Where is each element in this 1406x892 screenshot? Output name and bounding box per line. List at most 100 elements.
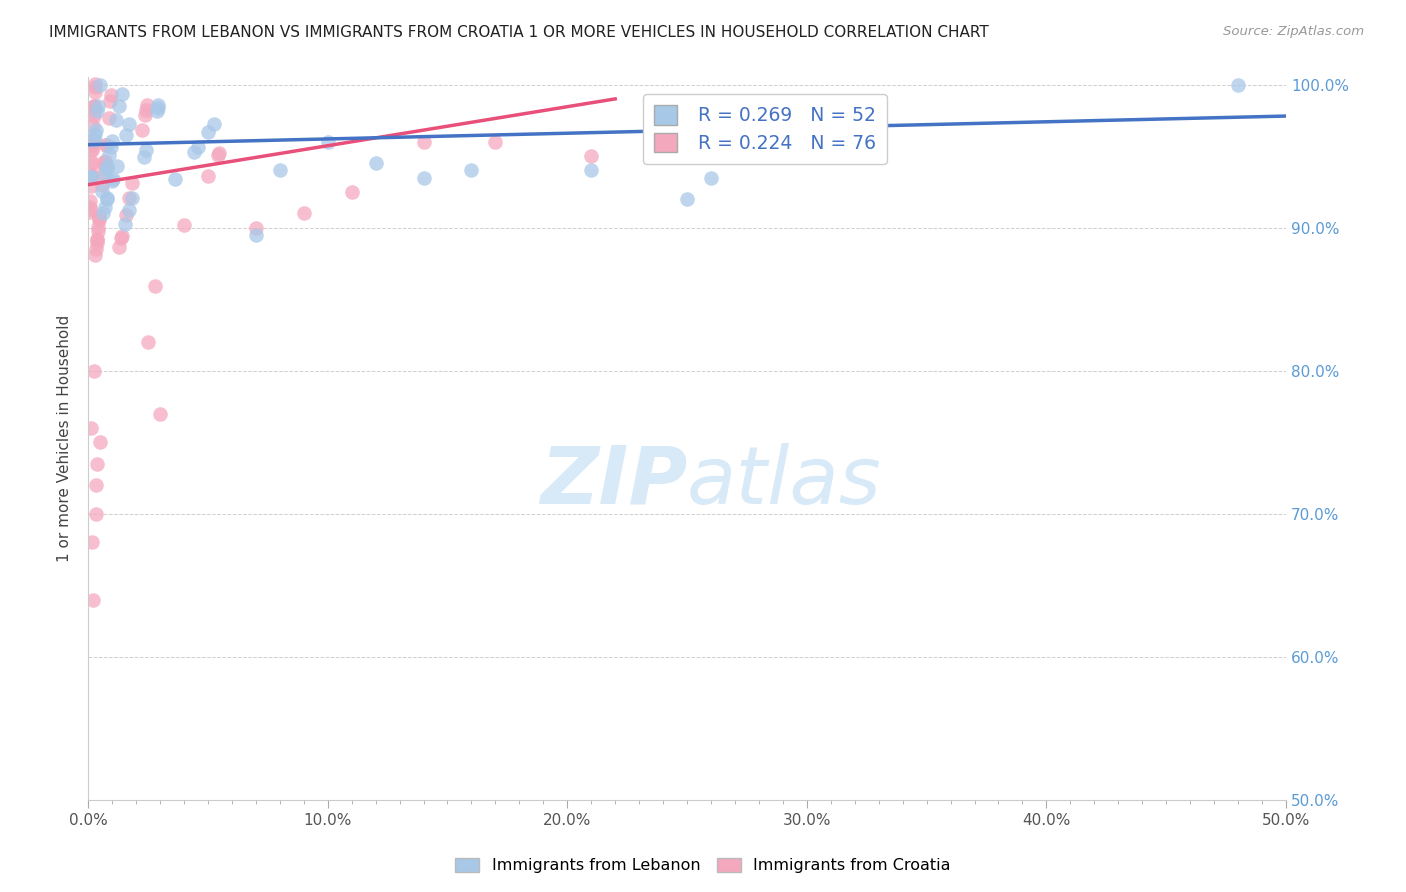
Point xyxy=(80,157,103,171)
Point xyxy=(96,191,118,205)
Point xyxy=(89,78,111,93)
Point xyxy=(83,133,105,147)
Point xyxy=(83,100,105,114)
Point xyxy=(135,97,157,112)
Point xyxy=(94,137,117,152)
Point xyxy=(700,170,723,185)
Point xyxy=(83,106,105,120)
Point xyxy=(87,211,110,225)
Point xyxy=(80,154,103,169)
Point xyxy=(114,128,136,143)
Point xyxy=(80,170,103,185)
Point xyxy=(79,200,101,214)
Point xyxy=(97,111,120,125)
Point xyxy=(844,135,866,149)
Point xyxy=(83,100,105,114)
Point xyxy=(96,192,118,206)
Point xyxy=(135,144,157,158)
Point xyxy=(108,99,131,113)
Point xyxy=(245,227,267,242)
Point xyxy=(84,242,107,256)
Point xyxy=(83,99,105,113)
Point xyxy=(100,88,122,103)
Point xyxy=(136,334,159,349)
Point xyxy=(100,94,122,108)
Point xyxy=(724,120,747,135)
Point xyxy=(118,117,141,131)
Point xyxy=(121,176,143,190)
Point xyxy=(91,178,114,192)
Point xyxy=(83,364,105,378)
Point xyxy=(82,138,104,153)
Point xyxy=(89,209,111,223)
Point xyxy=(581,163,603,178)
Point xyxy=(364,156,387,170)
Point xyxy=(91,167,114,181)
Point xyxy=(132,150,155,164)
Point xyxy=(79,178,101,193)
Point xyxy=(79,205,101,219)
Point xyxy=(80,421,103,435)
Point xyxy=(90,185,112,199)
Point xyxy=(114,208,136,222)
Point xyxy=(143,278,166,293)
Point xyxy=(111,87,134,101)
Text: atlas: atlas xyxy=(688,443,882,521)
Point xyxy=(87,224,110,238)
Point xyxy=(79,194,101,208)
Point xyxy=(484,135,506,149)
Point xyxy=(118,191,141,205)
Point xyxy=(86,104,108,119)
Point xyxy=(84,86,107,100)
Point xyxy=(84,123,107,137)
Point xyxy=(82,119,104,133)
Point xyxy=(96,159,118,173)
Point xyxy=(131,122,153,136)
Point xyxy=(187,139,209,153)
Point xyxy=(89,435,111,450)
Y-axis label: 1 or more Vehicles in Household: 1 or more Vehicles in Household xyxy=(58,315,72,562)
Point xyxy=(86,457,108,471)
Point xyxy=(80,168,103,182)
Point xyxy=(86,232,108,246)
Point xyxy=(87,98,110,112)
Legend:  R = 0.269   N = 52,  R = 0.224   N = 76: R = 0.269 N = 52, R = 0.224 N = 76 xyxy=(643,94,887,164)
Point xyxy=(340,185,363,199)
Point xyxy=(412,170,434,185)
Point xyxy=(145,103,167,118)
Point xyxy=(121,191,143,205)
Point xyxy=(118,203,141,218)
Point xyxy=(135,103,157,118)
Point xyxy=(82,133,104,147)
Point xyxy=(94,138,117,153)
Point xyxy=(134,107,156,121)
Point xyxy=(581,149,603,163)
Point xyxy=(149,407,172,421)
Legend: Immigrants from Lebanon, Immigrants from Croatia: Immigrants from Lebanon, Immigrants from… xyxy=(449,851,957,880)
Point xyxy=(84,478,107,492)
Point xyxy=(98,148,121,162)
Point xyxy=(1227,78,1250,92)
Point xyxy=(80,535,103,549)
Point xyxy=(146,101,169,115)
Point xyxy=(94,167,117,181)
Point xyxy=(108,240,131,254)
Point xyxy=(83,101,105,115)
Point xyxy=(87,212,110,227)
Point xyxy=(114,218,136,232)
Point xyxy=(100,139,122,153)
Point xyxy=(87,220,110,235)
Point xyxy=(101,134,124,148)
Point xyxy=(82,142,104,156)
Point xyxy=(460,163,482,178)
Point xyxy=(93,155,115,169)
Point xyxy=(93,158,115,172)
Point xyxy=(82,134,104,148)
Point xyxy=(84,79,107,94)
Point xyxy=(91,206,114,220)
Point xyxy=(183,145,205,160)
Point xyxy=(202,117,225,131)
Point xyxy=(86,233,108,247)
Point xyxy=(197,169,219,184)
Point xyxy=(93,153,115,168)
